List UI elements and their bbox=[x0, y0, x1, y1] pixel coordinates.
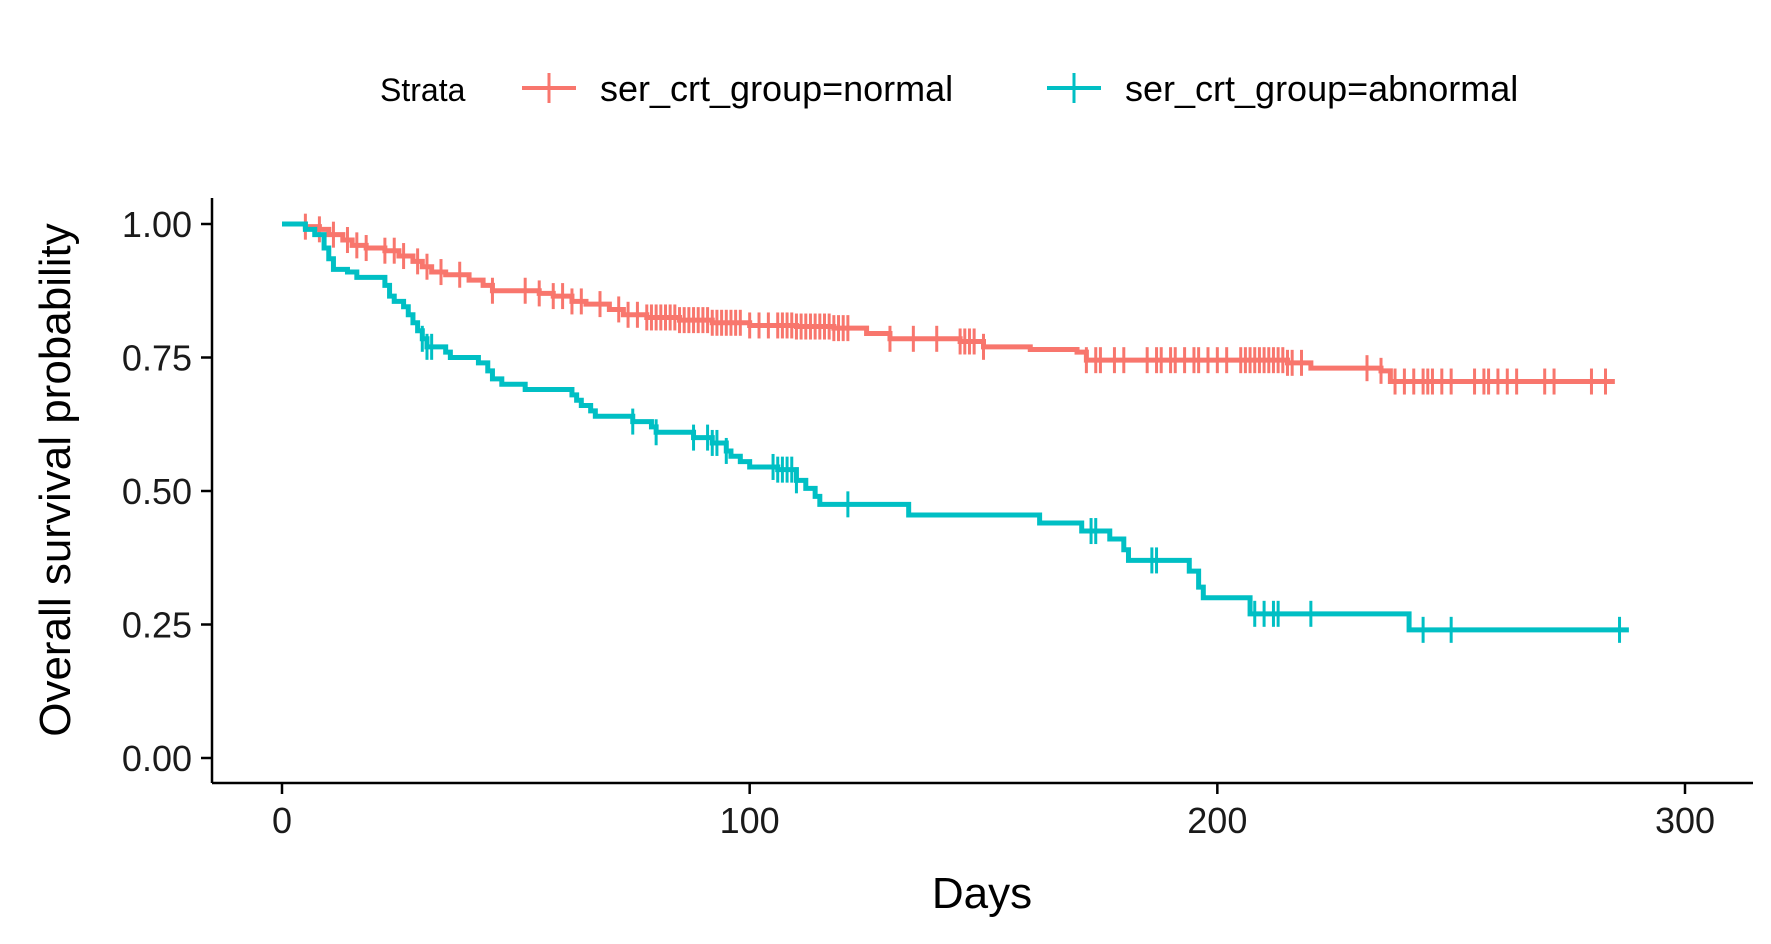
y-tick-label: 1.00 bbox=[122, 204, 192, 245]
x-tick-label: 100 bbox=[720, 800, 780, 841]
legend-label-normal: ser_crt_group=normal bbox=[600, 68, 953, 109]
legend-item-abnormal: ser_crt_group=abnormal bbox=[1047, 68, 1518, 109]
legend-title: Strata bbox=[380, 72, 466, 108]
y-tick-label: 0.25 bbox=[122, 605, 192, 646]
legend-label-abnormal: ser_crt_group=abnormal bbox=[1125, 68, 1518, 109]
y-tick-label: 0.50 bbox=[122, 471, 192, 512]
legend-item-normal: ser_crt_group=normal bbox=[522, 68, 953, 109]
survival-curve bbox=[282, 221, 1629, 633]
y-tick-label: 0.75 bbox=[122, 338, 192, 379]
x-tick-label: 0 bbox=[272, 800, 292, 841]
x-tick-label: 300 bbox=[1655, 800, 1715, 841]
y-axis-title: Overall survival probability bbox=[31, 223, 80, 737]
legend: Strata ser_crt_group=normal ser_crt_grou… bbox=[380, 68, 1518, 109]
survival-curve bbox=[282, 221, 1615, 385]
series-normal bbox=[282, 213, 1615, 395]
x-tick-label: 200 bbox=[1187, 800, 1247, 841]
axes: 0 100 200 300 0.00 0.25 0.50 0.75 1.00 bbox=[122, 198, 1753, 841]
y-tick-label: 0.00 bbox=[122, 738, 192, 779]
x-axis-title: Days bbox=[932, 869, 1032, 918]
series-abnormal bbox=[282, 221, 1629, 643]
plot-area bbox=[282, 213, 1629, 643]
